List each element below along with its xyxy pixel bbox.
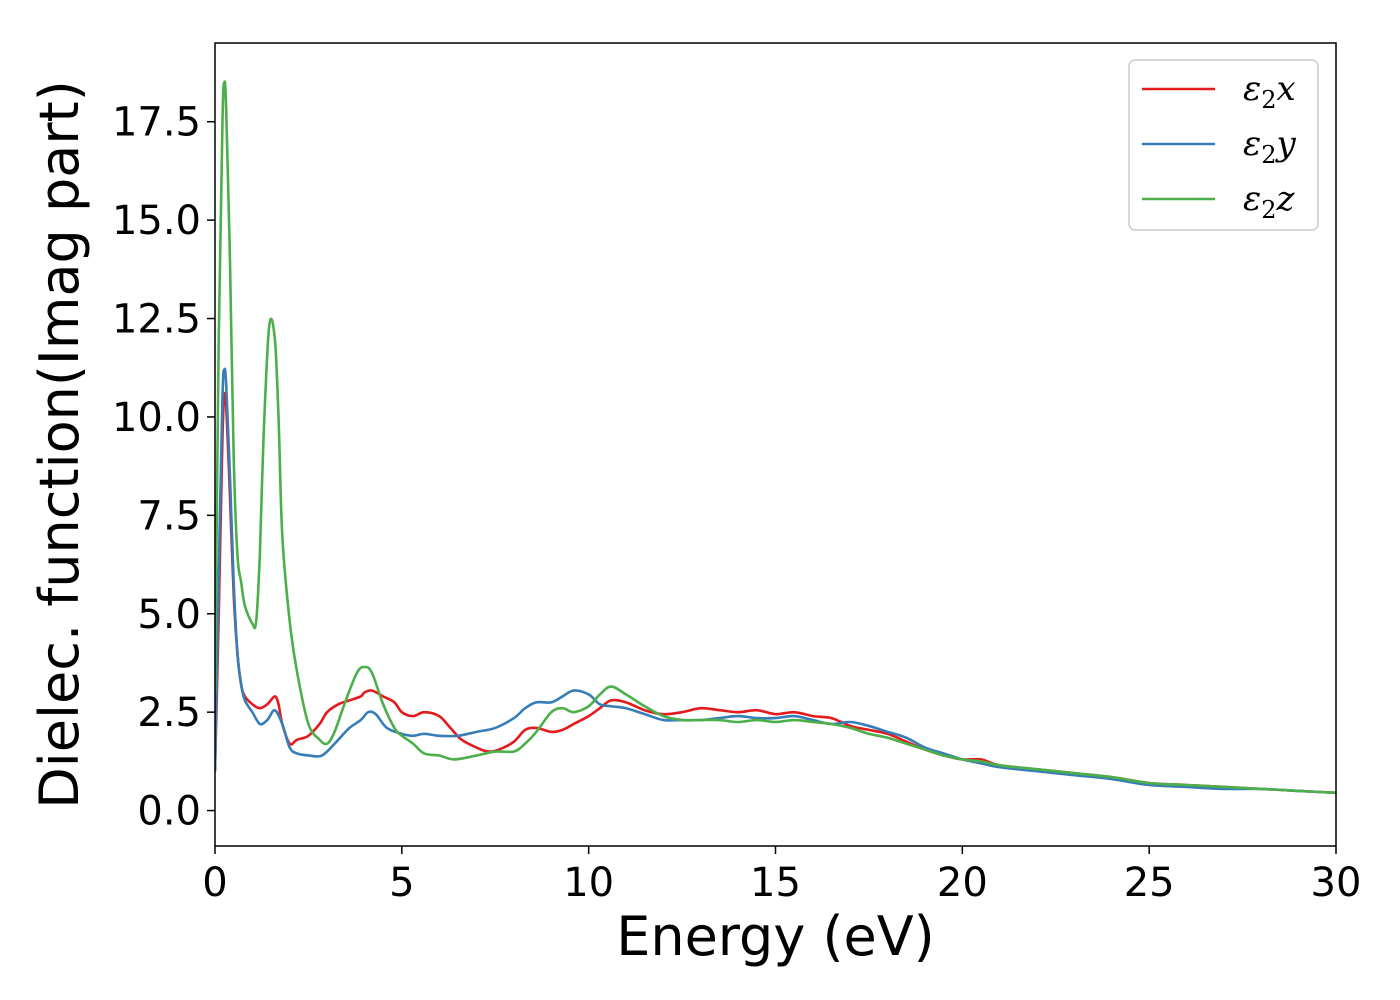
x-tick-label: 0	[202, 860, 227, 906]
x-tick-label: 5	[389, 860, 414, 906]
x-tick-label: 30	[1311, 860, 1362, 906]
legend-entry-y: ε2y	[1243, 124, 1297, 169]
series-line-y	[215, 367, 1336, 795]
y-tick-label: 7.5	[137, 493, 201, 539]
y-tick-label: 12.5	[112, 297, 201, 343]
x-tick-label: 10	[563, 860, 614, 906]
x-tick-label: 15	[750, 860, 801, 906]
legend-entry-z: ε2z	[1243, 179, 1296, 224]
y-tick-label: 15.0	[112, 198, 201, 244]
x-tick-label: 20	[937, 860, 988, 906]
y-tick-label: 5.0	[137, 592, 201, 638]
y-axis-ticks: 0.0 2.5 5.0 7.5 10.0 12.5 15.0 17.5	[112, 100, 215, 835]
y-axis-label: Dielec. function(Imag part)	[28, 80, 91, 809]
y-tick-label: 2.5	[137, 690, 201, 736]
legend-entry-x: ε2x	[1243, 69, 1296, 114]
x-tick-label: 25	[1124, 860, 1175, 906]
x-axis-ticks: 0 5 10 15 20 25 30	[202, 846, 1361, 906]
y-tick-label: 0.0	[137, 789, 201, 835]
legend: ε2x ε2y ε2z	[1128, 59, 1319, 231]
x-axis-label: Energy (eV)	[616, 905, 935, 968]
y-tick-label: 17.5	[112, 100, 201, 146]
legend-box	[1128, 59, 1319, 231]
series-layer	[215, 80, 1336, 795]
series-line-z	[215, 80, 1336, 795]
y-tick-label: 10.0	[112, 395, 201, 441]
